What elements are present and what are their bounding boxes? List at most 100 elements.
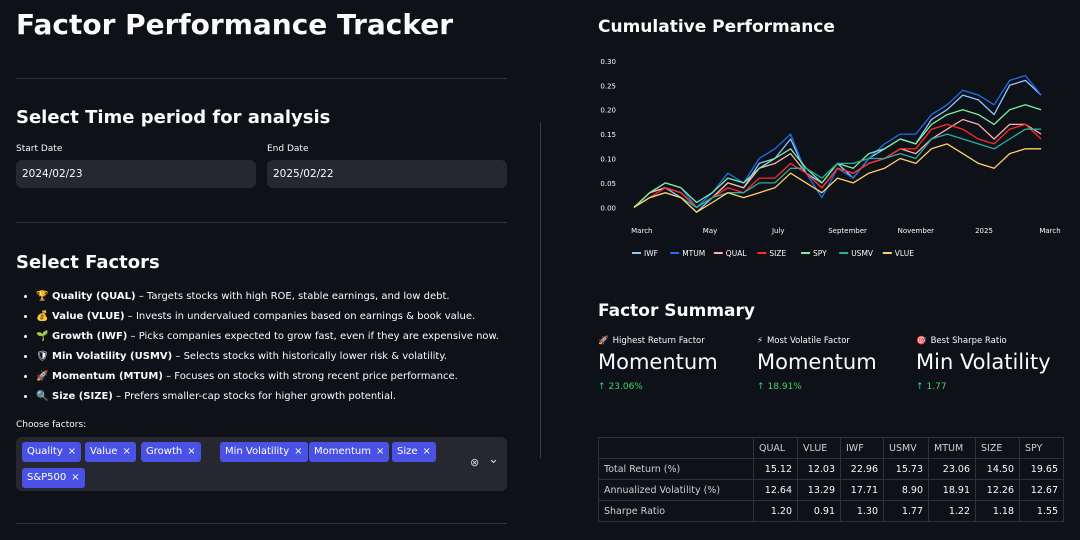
- y-tick-label: 0.25: [600, 82, 616, 90]
- metric-delta-value: 23.06%: [608, 382, 643, 392]
- x-tick-label: May: [703, 227, 717, 235]
- legend-entry[interactable]: MTUM: [682, 249, 705, 258]
- metric-label-text: Highest Return Factor: [612, 336, 705, 346]
- y-tick-label: 0.05: [600, 180, 616, 188]
- selected-factor-tag[interactable]: Quality ×: [22, 442, 82, 462]
- series-line-usmv[interactable]: [633, 128, 1042, 209]
- table-cell: 1.30: [840, 500, 884, 522]
- remove-tag-icon[interactable]: ×: [187, 446, 196, 457]
- metric-label: 🎯 Best Sharpe Ratio: [916, 336, 1007, 346]
- factor-description: – Prefers smaller-cap stocks for higher …: [112, 391, 397, 402]
- x-tick-label: March: [1039, 227, 1060, 235]
- factor-name: Momentum (MTUM): [52, 371, 163, 382]
- rocket-icon: 🚀: [36, 371, 49, 382]
- series-line-iwf[interactable]: [633, 79, 1042, 213]
- factor-name: Size (SIZE): [52, 391, 113, 402]
- series-line-size[interactable]: [633, 123, 1042, 209]
- tag-label: Momentum: [314, 446, 371, 457]
- performance-heading: Cumulative Performance: [598, 17, 835, 37]
- remove-tag-icon[interactable]: ×: [294, 446, 303, 457]
- tag-label: S&P500: [27, 472, 67, 483]
- legend-entry[interactable]: SIZE: [769, 249, 786, 258]
- y-tick-label: 0.15: [600, 131, 616, 139]
- remove-tag-icon[interactable]: ×: [375, 446, 385, 457]
- legend-entry[interactable]: SPY: [813, 249, 827, 258]
- x-tick-label: July: [771, 227, 785, 235]
- selected-factor-tag[interactable]: Value ×: [85, 442, 136, 462]
- legend-entry[interactable]: QUAL: [726, 249, 748, 258]
- y-tick-label: 0.00: [600, 204, 616, 212]
- series-line-vlue[interactable]: [633, 143, 1042, 213]
- summary-heading: Factor Summary: [598, 301, 755, 321]
- selected-factor-tag[interactable]: Size ×: [392, 442, 436, 462]
- factor-description: – Targets stocks with high ROE, stable e…: [135, 291, 450, 302]
- x-tick-label: November: [898, 227, 935, 235]
- factor-list-item: 🏆Quality (QUAL) – Targets stocks with hi…: [36, 287, 499, 307]
- tag-label: Min Volatility: [225, 446, 290, 457]
- divider: [16, 78, 507, 79]
- cumulative-performance-chart[interactable]: 0.00 0.05 0.10 0.15 0.20 0.25 0.30 March May July…: [598, 50, 1064, 270]
- trophy-icon: 🏆: [36, 291, 49, 302]
- chevron-down-icon[interactable]: ⌄: [488, 452, 499, 467]
- start-date-label: Start Date: [16, 144, 63, 154]
- start-date-input[interactable]: 2024/02/23: [16, 160, 256, 188]
- table-column-header: IWF: [840, 437, 884, 459]
- remove-tag-icon[interactable]: ×: [122, 446, 131, 457]
- metric-delta: ↑ 1.77: [916, 382, 947, 392]
- remove-tag-icon[interactable]: ×: [71, 472, 80, 483]
- metric-value: Momentum: [757, 350, 877, 374]
- factor-description: – Invests in undervalued companies based…: [124, 311, 476, 322]
- tag-label: Growth: [146, 446, 183, 457]
- table-cell: 1.55: [1019, 500, 1064, 522]
- selected-factor-tag[interactable]: S&P500 ×: [22, 468, 85, 488]
- rocket-icon: 🚀: [598, 336, 609, 346]
- table-cell: 0.91: [797, 500, 841, 522]
- y-tick-label: 0.10: [600, 156, 616, 164]
- table-column-header: SIZE: [975, 437, 1020, 459]
- table-cell: 15.12: [753, 458, 798, 480]
- table-row-label: Sharpe Ratio: [598, 500, 754, 522]
- tag-label: Size: [397, 446, 418, 457]
- legend-entry[interactable]: IWF: [644, 249, 658, 258]
- remove-tag-icon[interactable]: ×: [67, 446, 77, 457]
- sidebar-controls: Factor Performance Tracker Select Time p…: [16, 0, 507, 540]
- table-cell: 12.64: [753, 479, 798, 501]
- remove-tag-icon[interactable]: ×: [422, 446, 431, 457]
- selected-factor-tag[interactable]: Momentum ×: [309, 442, 390, 462]
- end-date-input[interactable]: 2025/02/22: [267, 160, 507, 188]
- table-cell: 1.77: [883, 500, 929, 522]
- factor-list-item: 🛡Min Volatility (USMV) – Selects stocks …: [36, 347, 499, 367]
- legend-entry[interactable]: USMV: [851, 249, 874, 258]
- legend-entry[interactable]: VLUE: [895, 249, 914, 258]
- selected-factor-tag[interactable]: Min Volatility ×: [220, 442, 308, 462]
- table-cell: 8.90: [883, 479, 929, 501]
- table-column-header: VLUE: [797, 437, 841, 459]
- period-heading: Select Time period for analysis: [16, 107, 331, 128]
- table-cell: 12.26: [975, 479, 1020, 501]
- magnifier-icon: 🔍: [36, 391, 49, 402]
- metric-label-text: Most Volatile Factor: [766, 336, 850, 346]
- table-header-corner: [598, 437, 754, 459]
- clear-all-icon[interactable]: ⊗: [470, 456, 480, 469]
- choose-factors-label: Choose factors:: [16, 420, 87, 430]
- table-cell: 23.06: [928, 458, 976, 480]
- table-cell: 12.67: [1019, 479, 1064, 501]
- selected-factor-tag[interactable]: Growth ×: [141, 442, 201, 462]
- table-row: Annualized Volatility (%) 12.64 13.29 17.71…: [598, 479, 1064, 501]
- table-cell: 18.91: [928, 479, 976, 501]
- table-cell: 14.50: [975, 458, 1020, 480]
- tag-label: Value: [90, 446, 118, 457]
- series-line-spy[interactable]: [633, 104, 1042, 208]
- metric-label: 🚀 Highest Return Factor: [598, 336, 705, 346]
- column-separator: [540, 122, 541, 458]
- y-tick-label: 0.20: [600, 107, 616, 115]
- table-cell: 12.03: [797, 458, 841, 480]
- table-column-header: MTUM: [928, 437, 976, 459]
- table-cell: 17.71: [840, 479, 884, 501]
- factor-list-item: 🌱Growth (IWF) – Picks companies expected…: [36, 327, 499, 347]
- table-cell: 1.22: [928, 500, 976, 522]
- factor-list-item: 💰Value (VLUE) – Invests in undervalued c…: [36, 307, 499, 327]
- money-bag-icon: 💰: [36, 311, 49, 322]
- factor-multiselect[interactable]: ⊗ ⌄ Quality × Value × Growth × Min Volatility ×…: [16, 437, 507, 491]
- series-line-mtum[interactable]: [633, 74, 1042, 209]
